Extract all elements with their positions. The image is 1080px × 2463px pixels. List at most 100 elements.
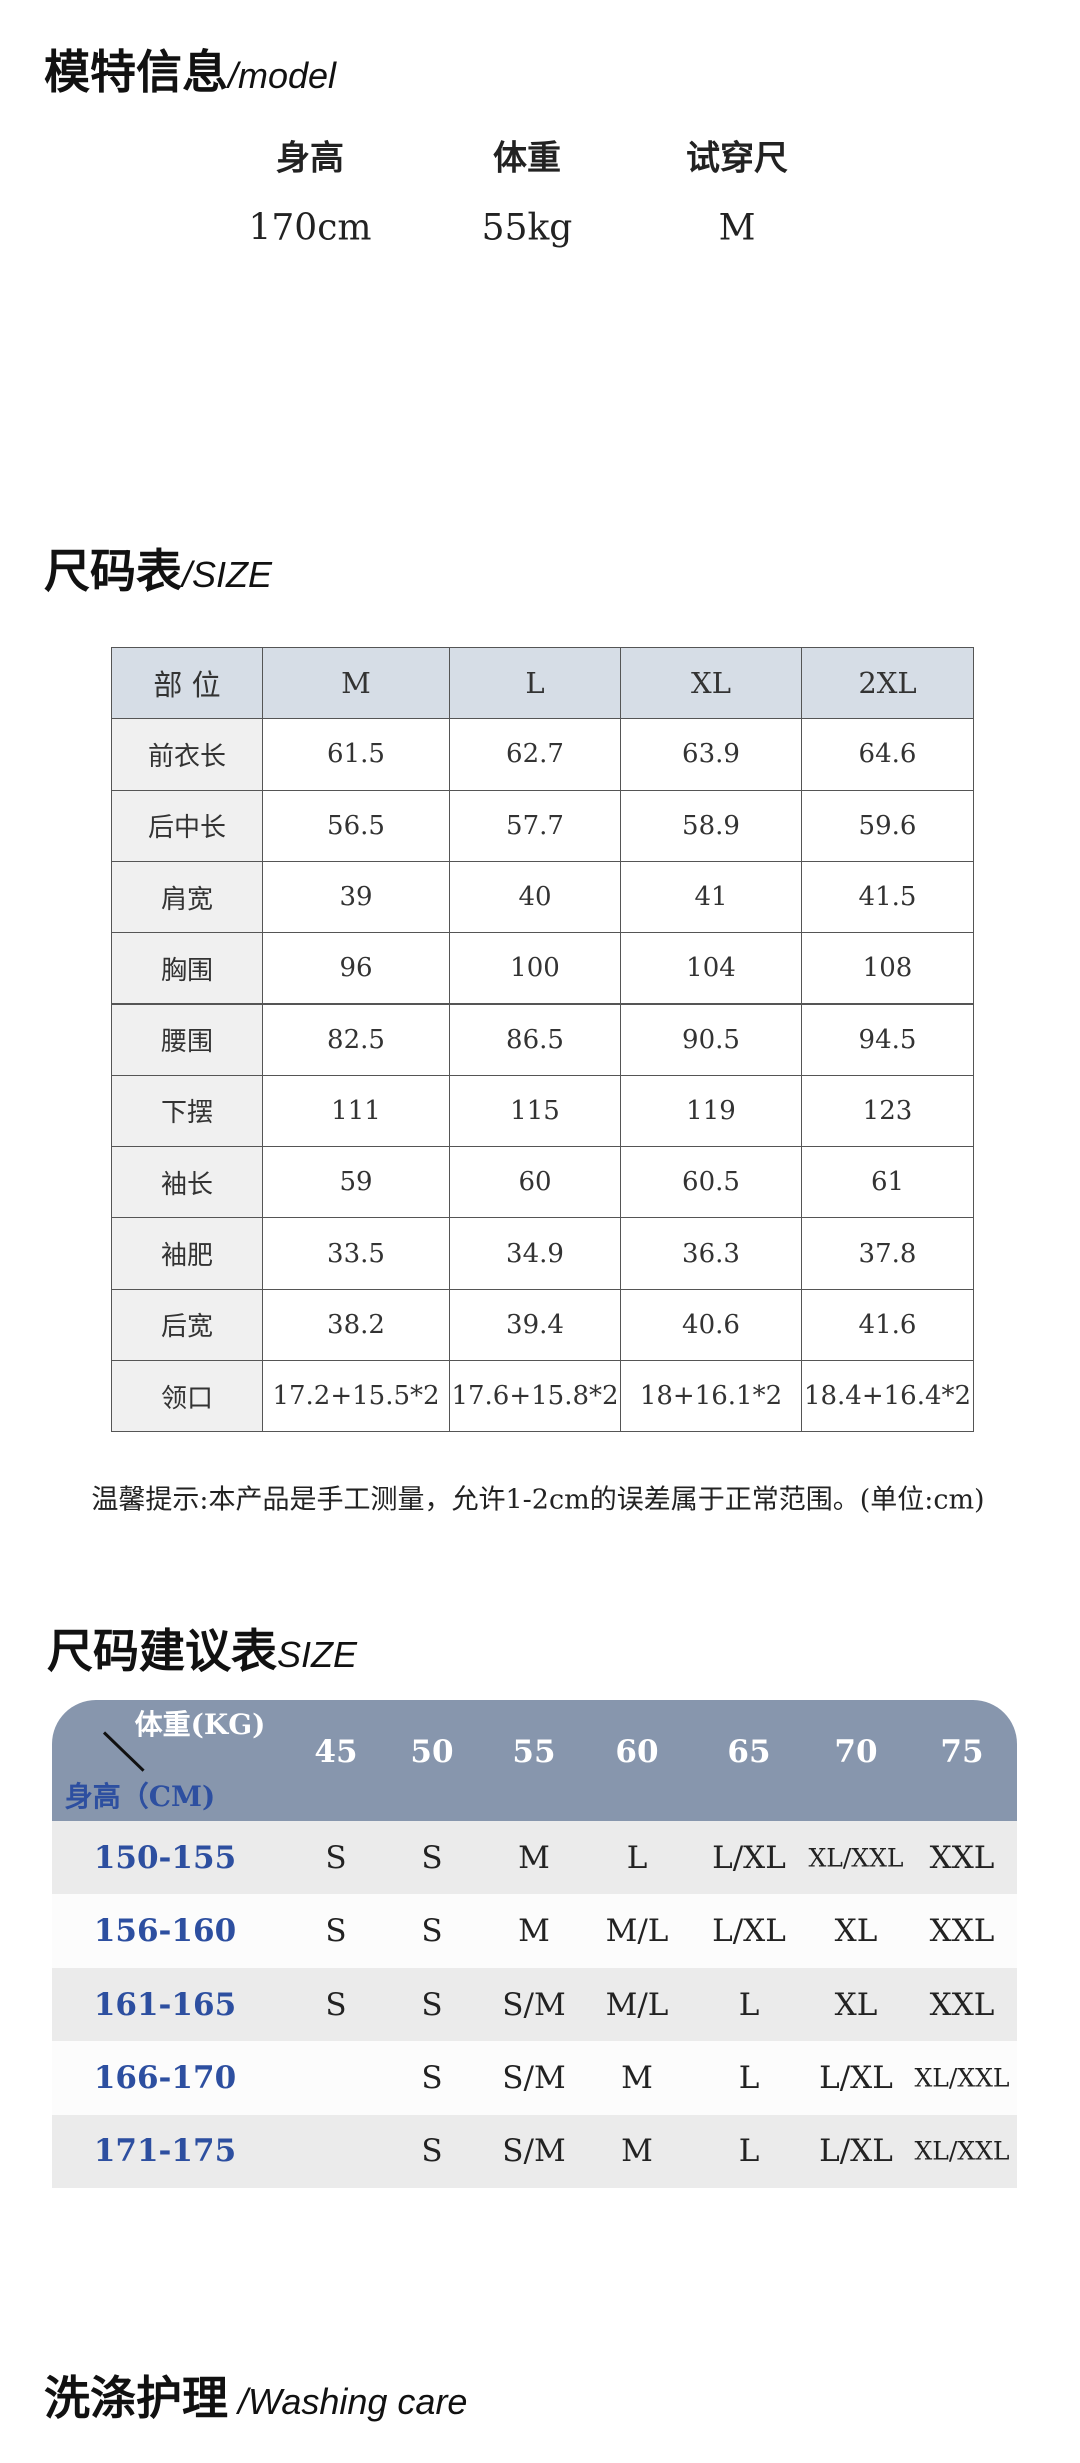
recommend-heading-subtitle: SIZE [277, 1634, 358, 1675]
size: M [518, 1913, 550, 1950]
recommend-row [52, 2041, 1017, 2115]
size: XXL [929, 1913, 995, 1950]
table-cell: 腰围 [111, 1003, 263, 1076]
table-cell: 59 [262, 1146, 450, 1219]
table-cell: 60 [449, 1146, 621, 1219]
table-cell: 39 [262, 860, 450, 934]
table-cell: 94.5 [801, 1003, 974, 1076]
recommend-row [52, 1821, 1017, 1895]
size: XXL [929, 1839, 995, 1876]
table-cell: 34.9 [449, 1217, 621, 1290]
model-value: 55kg [481, 207, 573, 249]
table-cell: 领口 [111, 1360, 263, 1433]
table-cell: 61.5 [262, 718, 450, 791]
table-cell: 下摆 [111, 1074, 263, 1148]
weight: 45 [314, 1734, 358, 1770]
model-heading: 模特信息/model [44, 36, 336, 102]
height-range: 166-170 [93, 2059, 237, 2096]
weight: 55 [512, 1734, 556, 1770]
weight-label: 体重(KG) [134, 1708, 266, 1741]
table-cell: 58.9 [620, 789, 802, 862]
size-heading-subtitle: /SIZE [182, 554, 273, 595]
table-cell: 56.5 [262, 789, 450, 862]
table-header-cell: L [449, 647, 621, 720]
table-cell: 18+16.1*2 [620, 1360, 802, 1433]
table-cell: 后中长 [111, 789, 263, 862]
table-cell: 袖长 [111, 1146, 263, 1219]
table-cell: 100 [449, 932, 621, 1005]
size: XL/XXL [808, 1843, 904, 1873]
model-header: 体重 [493, 138, 561, 179]
table-header-cell: 部 位 [111, 647, 263, 720]
table-cell: 96 [262, 932, 450, 1005]
table-cell: 60.5 [620, 1146, 802, 1219]
washing-heading-title: 洗涤护理 [44, 2371, 228, 2425]
table-cell: 40 [449, 860, 621, 934]
size: XXL [929, 1986, 995, 2023]
size: S/M [502, 2059, 566, 2096]
table-cell: 37.8 [801, 1217, 974, 1290]
table-cell: 38.2 [262, 1288, 450, 1361]
table-cell: 前衣长 [111, 718, 263, 791]
table-cell: 41 [620, 860, 802, 934]
size: L [738, 2133, 760, 2170]
table-cell: 82.5 [262, 1003, 450, 1076]
table-cell: 123 [801, 1074, 974, 1148]
table-header-cell: M [262, 647, 450, 720]
size: S [421, 1913, 443, 1950]
size-note: 温馨提示:本产品是手工测量，允许1-2cm的误差属于正常范围。(单位:cm) [91, 1484, 985, 1516]
size: S [325, 1986, 347, 2023]
washing-heading-subtitle: /Washing care [228, 2381, 468, 2422]
table-cell: 104 [620, 932, 802, 1005]
table-cell: 57.7 [449, 789, 621, 862]
table-cell: 63.9 [620, 718, 802, 791]
recommend-heading: 尺码建议表SIZE [47, 1615, 357, 1681]
table-cell: 33.5 [262, 1217, 450, 1290]
table-cell: 90.5 [620, 1003, 802, 1076]
recommend-heading-title: 尺码建议表 [47, 1624, 277, 1678]
recommend-header-bg [52, 1700, 1017, 1821]
size: L [626, 1839, 648, 1876]
recommend-row [52, 1894, 1017, 1968]
table-cell: 111 [262, 1074, 450, 1148]
size: XL/XXL [914, 2136, 1010, 2166]
height-range: 156-160 [93, 1913, 237, 1950]
weight: 60 [615, 1734, 659, 1770]
size: S [325, 1913, 347, 1950]
size: M [518, 1839, 550, 1876]
table-cell: 40.6 [620, 1288, 802, 1361]
height-range: 161-165 [93, 1986, 237, 2023]
size: S/M [502, 2133, 566, 2170]
weight: 65 [727, 1734, 771, 1770]
size: S [421, 2133, 443, 2170]
table-cell: 86.5 [449, 1003, 621, 1076]
table-cell: 后宽 [111, 1288, 263, 1361]
model-header: 身高 [276, 138, 344, 179]
model-heading-title: 模特信息 [44, 45, 228, 99]
table-cell: 肩宽 [111, 860, 263, 934]
table-cell: 64.6 [801, 718, 974, 791]
washing-heading: 洗涤护理 /Washing care [44, 2362, 467, 2428]
table-cell: 胸围 [111, 932, 263, 1005]
height-range: 150-155 [93, 1839, 237, 1876]
table-cell: 59.6 [801, 789, 974, 862]
size-heading: 尺码表/SIZE [44, 535, 272, 601]
size: S [421, 1986, 443, 2023]
model-heading-subtitle: /model [228, 55, 337, 96]
model-value: M [718, 207, 756, 249]
size: S [421, 1839, 443, 1876]
table-cell: 62.7 [449, 718, 621, 791]
table-cell: 18.4+16.4*2 [801, 1360, 974, 1433]
weight: 50 [410, 1734, 454, 1770]
table-cell: 41.5 [801, 860, 974, 934]
height-label: 身高（CM) [64, 1780, 216, 1813]
size: M/L [605, 1913, 669, 1950]
table-cell: 39.4 [449, 1288, 621, 1361]
table-cell: 108 [801, 932, 974, 1005]
size: XL [834, 1913, 878, 1950]
weight: 75 [940, 1734, 984, 1770]
table-cell: 41.6 [801, 1288, 974, 1361]
size-heading-title: 尺码表 [44, 544, 182, 598]
size: L/XL [712, 1839, 786, 1876]
table-cell: 61 [801, 1146, 974, 1219]
